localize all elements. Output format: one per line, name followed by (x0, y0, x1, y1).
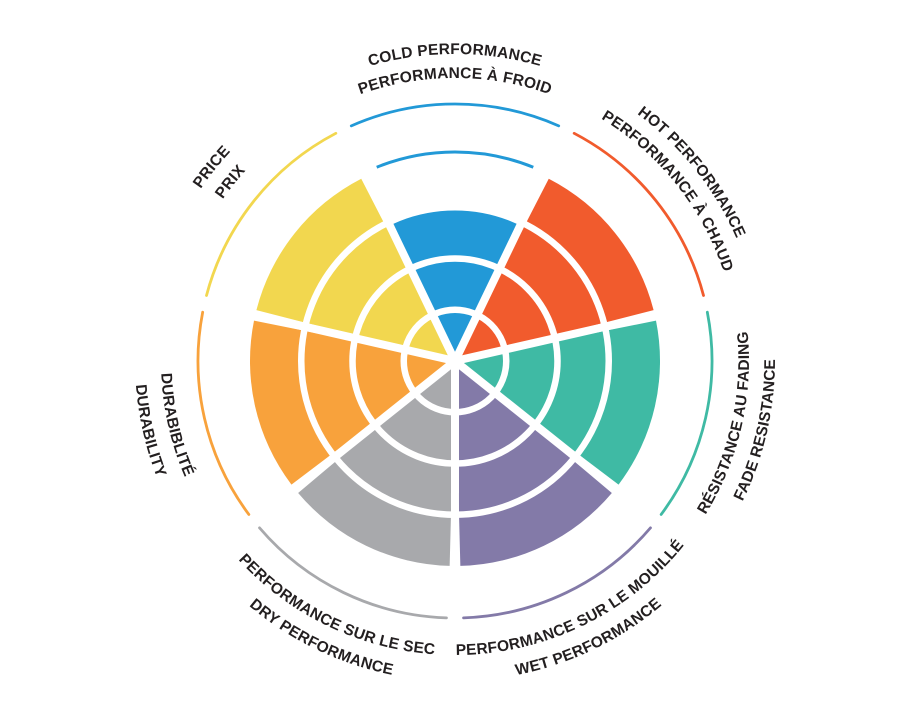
outer-arc-wet (462, 526, 652, 620)
outer-sector-arcs (196, 102, 714, 620)
outer-arc-price (205, 131, 338, 297)
sector-label-cold-fr: PERFORMANCE À FROID (356, 65, 554, 98)
sector-wedge-dry (298, 361, 455, 566)
sector-wedge-cold (391, 207, 519, 361)
sector-wedge-wet (455, 361, 612, 566)
grid-spoke (243, 309, 456, 365)
outer-arc-cold (349, 102, 561, 128)
wheel-grid (243, 164, 667, 578)
outer-arc-durability (196, 310, 251, 516)
outer-arc-dry (258, 526, 448, 620)
sector-label-hot-en: HOT PERFORMANCE (635, 103, 749, 240)
max-ring-indicators (376, 150, 534, 169)
grid-spoke (451, 164, 553, 363)
outer-arc-hot (572, 131, 705, 297)
outer-arc-fade (659, 310, 714, 516)
max-ring-indicator-arc-cold (376, 150, 534, 169)
grid-spoke (283, 357, 458, 499)
grid-spoke (357, 164, 459, 363)
grid-spoke (452, 357, 627, 499)
grid-spoke (454, 309, 667, 365)
